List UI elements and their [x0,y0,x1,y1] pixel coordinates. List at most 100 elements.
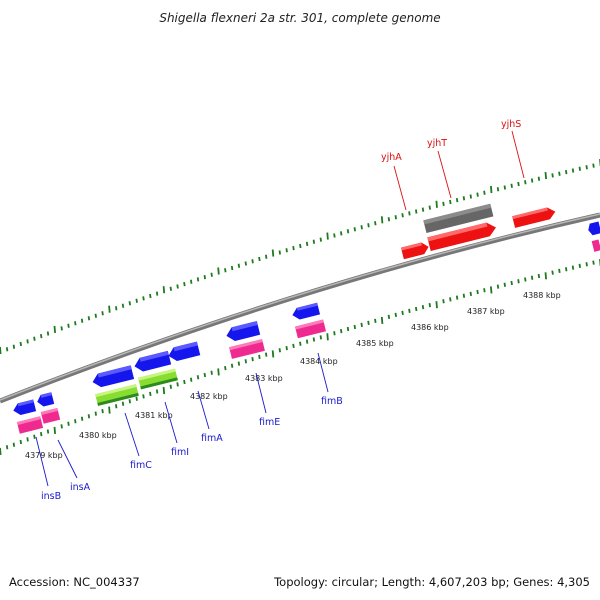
gene-label-yjhS[interactable]: yjhS [501,119,521,130]
minor-tick [353,324,356,330]
outer-tick-track [0,159,600,355]
minor-tick [278,250,281,255]
minor-tick [340,328,343,334]
major-tick [435,301,438,309]
minor-tick [40,431,43,437]
minor-tick [333,331,336,336]
minor-tick [12,442,16,447]
leader-line-fimB [317,352,329,393]
fimA-cds[interactable] [167,341,201,363]
minor-tick [585,165,588,170]
edge-feature[interactable] [587,221,600,236]
fimI-feature[interactable] [138,368,178,390]
fimB-cds[interactable] [291,302,321,321]
fimC-feature[interactable] [95,384,139,406]
minor-tick [496,284,500,289]
fimE-cds[interactable] [225,321,261,343]
minor-tick [401,213,404,218]
minor-tick [408,211,411,216]
major-tick [490,286,493,294]
yjhA-cds[interactable] [400,241,430,260]
gene-label-insA[interactable]: insA [70,482,91,493]
insA-feature[interactable] [40,408,61,424]
minor-tick [292,245,295,251]
minor-tick [483,190,486,195]
leader-line-insA [57,439,78,479]
minor-tick [203,274,206,280]
minor-tick [305,241,309,247]
minor-tick [558,171,561,176]
scale-label: 4387 kbp [467,307,505,316]
major-tick [162,387,166,395]
minor-tick [496,187,500,192]
major-tick [162,286,166,294]
minor-tick [60,424,63,429]
insB-cds[interactable] [12,399,37,417]
gene-label-fimI[interactable]: fimI [171,447,189,458]
gene-label-insB[interactable]: insB [41,491,61,502]
minor-tick [530,178,534,183]
minor-tick [87,414,91,419]
gene-label-fimB[interactable]: fimB [321,396,343,407]
minor-tick [367,320,370,326]
minor-tick [517,279,520,284]
minor-tick [60,326,63,331]
minor-tick [210,370,213,375]
minor-tick [149,293,152,299]
minor-tick [585,262,588,267]
yjhT-cds[interactable] [427,221,497,252]
accession-text: Accession: NC_004337 [9,575,140,589]
fimB-feature[interactable] [294,319,327,339]
major-tick [435,200,438,208]
pseudogene-feature[interactable] [423,203,494,234]
gene-label-yjhT[interactable]: yjhT [427,138,447,149]
minor-tick [169,286,172,291]
minor-tick [258,256,261,262]
minor-tick [135,396,138,401]
minor-tick [230,363,234,368]
yjhS-cds[interactable] [512,206,557,228]
minor-tick [319,335,322,340]
leader-line-insB [35,436,49,487]
gene-label-yjhA[interactable]: yjhA [381,152,402,163]
minor-tick [565,267,568,272]
minor-tick [67,323,70,328]
minor-tick [237,361,241,366]
minor-tick [578,166,581,171]
minor-tick [387,217,391,222]
minor-tick [285,248,288,253]
minor-tick [408,308,411,314]
insB-feature[interactable] [16,416,44,434]
gene-label-fimE[interactable]: fimE [259,417,280,428]
minor-tick [578,263,581,269]
gene-label-fimC[interactable]: fimC [130,460,152,471]
minor-tick [19,439,22,445]
minor-tick [503,282,506,287]
insA-cds[interactable] [36,392,55,408]
scale-labels: 4379 kbp 4380 kbp 4381 kbp 4382 kbp 4383… [25,291,561,460]
major-tick [0,447,2,456]
gene-label-fimA[interactable]: fimA [201,433,223,444]
minor-tick [115,306,118,311]
major-tick [108,305,111,313]
edge-feature-pink[interactable] [591,239,600,252]
minor-tick [462,293,466,298]
minor-tick [224,268,227,273]
minor-tick [115,404,118,409]
major-tick [108,406,111,414]
genome-summary-text: Topology: circular; Length: 4,607,203 bp… [273,575,590,589]
major-tick [380,316,384,324]
fimE-feature[interactable] [229,339,265,359]
minor-tick [455,295,459,300]
scale-label: 4388 kbp [523,291,561,300]
scale-label: 4386 kbp [411,323,449,332]
minor-tick [592,163,595,168]
minor-tick [346,229,350,234]
minor-tick [224,365,227,371]
major-tick [544,272,547,280]
major-tick [271,350,275,358]
minor-tick [12,344,16,349]
minor-tick [571,265,575,270]
fimI-cds[interactable] [133,350,172,373]
fimC-cds[interactable] [91,365,135,389]
